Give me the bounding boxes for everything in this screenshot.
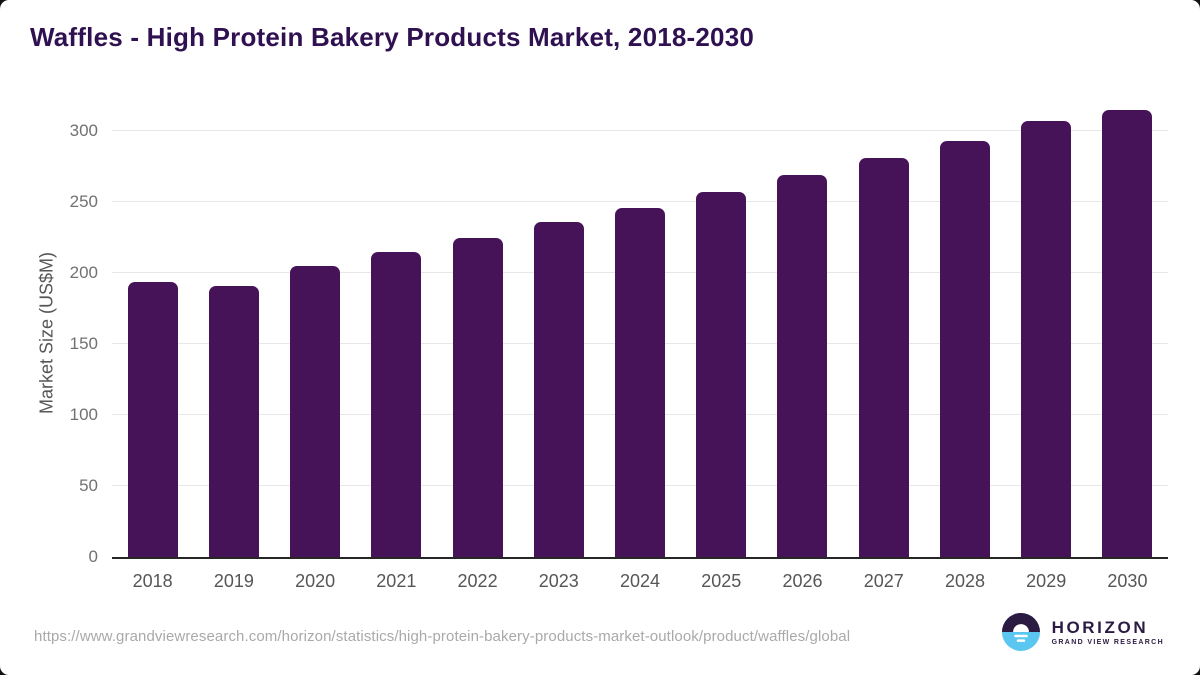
y-axis-title: Market Size (US$M) — [36, 251, 57, 415]
bar-2029[interactable] — [1021, 121, 1072, 557]
y-axis-tick-label: 150 — [69, 334, 98, 354]
horizon-logo: HORIZON GRAND VIEW RESEARCH — [1001, 613, 1164, 651]
x-axis-tick-label: 2020 — [295, 571, 336, 591]
bar-slot — [356, 100, 437, 557]
gridline — [112, 201, 1168, 203]
bar-slot — [437, 100, 518, 557]
bar-2025[interactable] — [696, 192, 747, 557]
logo-title: HORIZON — [1051, 617, 1149, 637]
bar-slot — [924, 100, 1005, 557]
x-axis-tick-label: 2018 — [132, 571, 173, 591]
x-axis-tick-label: 2027 — [863, 571, 904, 591]
bar-2026[interactable] — [777, 175, 828, 557]
y-axis-tick-label: 200 — [69, 263, 98, 283]
y-axis-tick-label: 50 — [79, 476, 98, 496]
bar-2024[interactable] — [615, 207, 666, 557]
bar-slot — [1087, 100, 1168, 557]
bar-2030[interactable] — [1102, 109, 1153, 557]
bar-2022[interactable] — [452, 237, 503, 557]
x-axis-labels: 2018 2019 2020 2021 2022 2023 2024 2025 2026 2027… — [112, 571, 1168, 592]
y-axis-tick-label: 0 — [88, 547, 98, 566]
x-axis-tick-label: 2021 — [376, 571, 417, 591]
bar-chart-plot-area: 2018 2019 2020 2021 2022 2023 2024 2025 2026 2027… — [70, 100, 1168, 591]
bar-slot — [1006, 100, 1087, 557]
bar-2018[interactable] — [127, 281, 178, 557]
bar-2021[interactable] — [371, 251, 422, 557]
bar-slot — [274, 100, 355, 557]
x-axis-tick-label: 2029 — [1026, 571, 1067, 591]
bar-2023[interactable] — [533, 222, 584, 557]
logo-subtitle: GRAND VIEW RESEARCH — [1051, 638, 1164, 646]
bar-2028[interactable] — [939, 141, 990, 557]
source-url: https://www.grandviewresearch.com/horizo… — [34, 628, 851, 645]
horizon-sun-icon — [1001, 613, 1040, 651]
bar-slot — [112, 100, 193, 557]
x-axis-tick-label: 2025 — [701, 571, 742, 591]
bar-slot — [681, 100, 762, 557]
bar-2027[interactable] — [858, 158, 909, 557]
bar-slot — [762, 100, 843, 557]
gridline — [112, 130, 1168, 132]
x-axis-tick-label: 2023 — [538, 571, 579, 591]
x-axis-tick-label: 2024 — [620, 571, 661, 591]
bar-2020[interactable] — [290, 266, 341, 557]
chart-title: Waffles - High Protein Bakery Products M… — [30, 22, 755, 52]
y-axis-tick-label: 300 — [69, 121, 98, 141]
bar-slot — [518, 100, 599, 557]
x-axis-tick-label: 2022 — [457, 571, 498, 591]
x-axis-tick-label: 2026 — [782, 571, 823, 591]
bars-row — [112, 100, 1168, 557]
bar-slot — [193, 100, 274, 557]
x-axis-tick-label: 2030 — [1107, 571, 1148, 591]
y-axis-tick-label: 100 — [69, 405, 98, 425]
bar-slot — [843, 100, 924, 557]
bar-slot — [599, 100, 680, 557]
y-axis-tick-label: 250 — [69, 192, 98, 212]
bar-2019[interactable] — [208, 285, 259, 557]
x-axis-tick-label: 2028 — [944, 571, 985, 591]
x-axis-tick-label: 2019 — [213, 571, 254, 591]
logo-text: HORIZON GRAND VIEW RESEARCH — [1051, 617, 1164, 646]
